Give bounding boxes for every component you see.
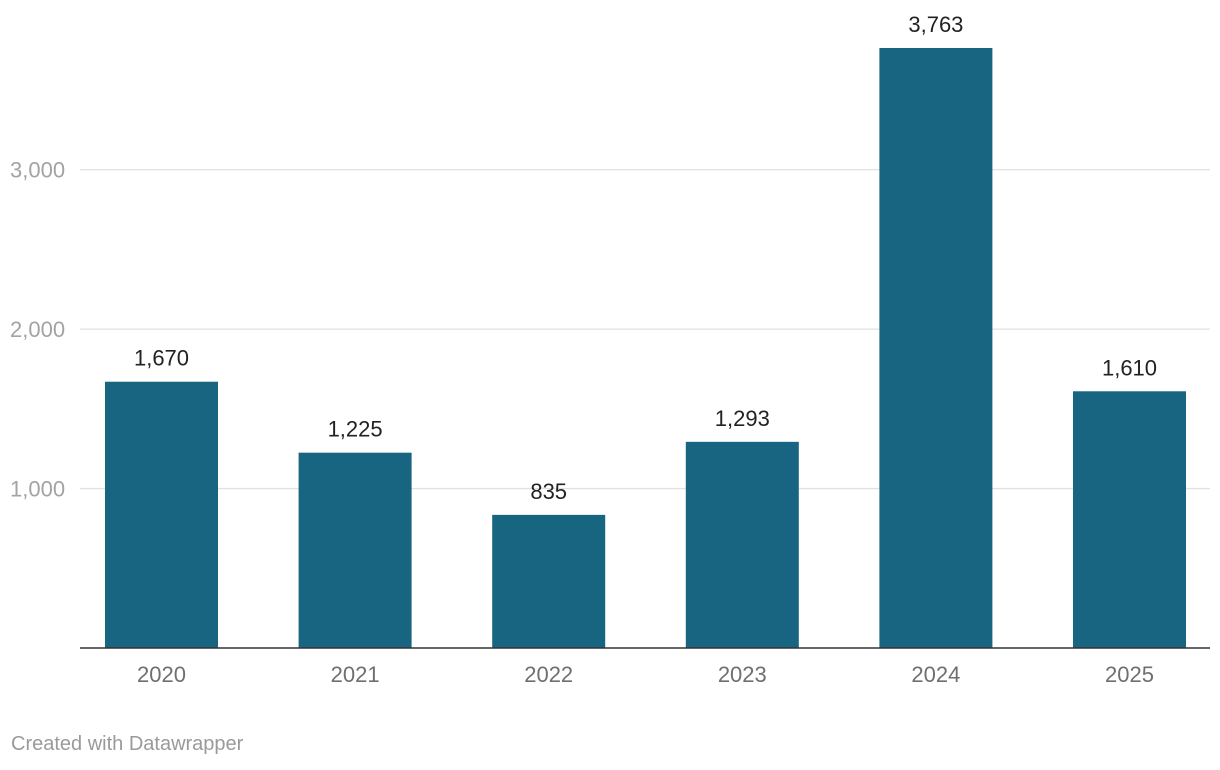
x-tick-label-2020: 2020 xyxy=(137,662,186,687)
bars xyxy=(105,48,1186,648)
y-tick-label: 3,000 xyxy=(10,158,65,183)
x-tick-label-2023: 2023 xyxy=(718,662,767,687)
value-label-2024: 3,763 xyxy=(908,12,963,37)
value-label-2021: 1,225 xyxy=(328,417,383,442)
y-tick-label: 1,000 xyxy=(10,477,65,502)
x-tick-label-2024: 2024 xyxy=(911,662,960,687)
bar-2024 xyxy=(879,48,993,648)
value-label-2022: 835 xyxy=(530,479,567,504)
x-axis-ticks: 2020 2021 2022 2023 2024 2025 xyxy=(137,662,1154,687)
value-labels: 1,670 1,225 835 1,293 3,763 1,610 xyxy=(134,12,1157,504)
x-tick-label-2022: 2022 xyxy=(524,662,573,687)
bar-2025 xyxy=(1073,391,1186,648)
gridlines xyxy=(80,169,1210,490)
value-label-2023: 1,293 xyxy=(715,406,770,431)
footer-credit: Created with Datawrapper xyxy=(11,733,244,755)
bar-2023 xyxy=(685,441,799,648)
value-label-2020: 1,670 xyxy=(134,346,189,371)
x-tick-label-2021: 2021 xyxy=(331,662,380,687)
bar-2020 xyxy=(105,381,218,648)
y-tick-label: 2,000 xyxy=(10,317,65,342)
bar-2022 xyxy=(492,514,606,648)
y-axis-ticks: 1,000 2,000 3,000 xyxy=(10,158,65,502)
value-label-2025: 1,610 xyxy=(1102,355,1157,380)
bar-2021 xyxy=(298,452,412,648)
x-tick-label-2025: 2025 xyxy=(1105,662,1154,687)
